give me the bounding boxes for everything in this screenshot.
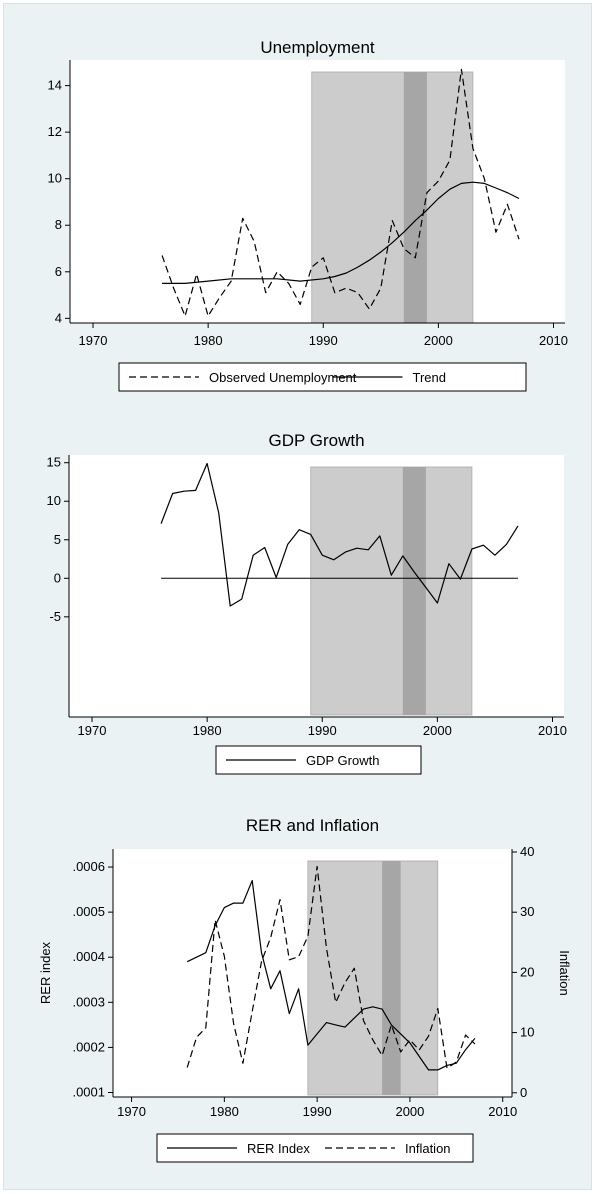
shaded-period-light — [311, 71, 474, 324]
y-tick-label: .0001 — [72, 1084, 105, 1099]
x-tick-label: 1970 — [79, 333, 108, 348]
y-tick-label: 12 — [48, 124, 62, 139]
y-tick-label: 5 — [54, 532, 61, 547]
legend-label: Trend — [413, 370, 446, 385]
shaded-period-light — [310, 466, 473, 716]
x-tick-label: 2010 — [488, 1104, 517, 1119]
y-tick-label: 10 — [47, 493, 61, 508]
y2-tick-label: 40 — [520, 844, 534, 859]
legend: GDP Growth — [215, 745, 422, 775]
y-tick-label: 6 — [55, 264, 62, 279]
legend-label: Inflation — [405, 1141, 451, 1156]
shaded-period-light — [307, 860, 439, 1096]
chart-2: 1970 1980 1990 2000 2010 -5 0 5 10 15 GDP Growth GD… — [47, 431, 567, 775]
x-tick-label: 1990 — [303, 1104, 332, 1119]
y2-tick-label: 0 — [520, 1085, 527, 1100]
series-line-1 — [161, 68, 520, 317]
series-line-2 — [186, 865, 476, 1069]
y2-tick-label: 30 — [520, 904, 534, 919]
chart-1: 1970 1980 1990 2000 2010 4 6 8 10 12 14 Unemploymen… — [48, 38, 568, 392]
legend: RER Index Inflation — [156, 1133, 474, 1163]
series-line-1 — [160, 462, 519, 607]
y-tick-label: 8 — [55, 217, 62, 232]
y2-tick-label: 20 — [520, 964, 534, 979]
x-tick-label: 1970 — [117, 1104, 146, 1119]
series-line-1 — [186, 879, 476, 1071]
y-tick-label: 15 — [47, 455, 61, 470]
y-tick-label: 0 — [54, 570, 61, 585]
y2-tick-label: 10 — [520, 1025, 534, 1040]
x-tick-label: 1980 — [210, 1104, 239, 1119]
x-tick-label: 2000 — [424, 333, 453, 348]
y2-axis-title: Inflation — [557, 950, 572, 996]
x-tick-label: 1970 — [78, 723, 107, 738]
y-tick-label: -5 — [49, 609, 61, 624]
legend-label: Observed Unemployment — [209, 370, 357, 385]
x-tick-label: 2000 — [423, 723, 452, 738]
chart-title: GDP Growth — [268, 431, 364, 450]
chart-3: 1970 1980 1990 2000 2010.0001.0002.0003.0004… — [38, 816, 572, 1163]
y-tick-label: .0005 — [72, 904, 105, 919]
chart-title: RER and Inflation — [246, 816, 379, 835]
x-tick-label: 1980 — [194, 333, 223, 348]
y-axis-title: RER index — [38, 941, 53, 1004]
legend-label: RER Index — [247, 1141, 310, 1156]
y-tick-label: 14 — [48, 78, 62, 93]
x-tick-label: 2000 — [395, 1104, 424, 1119]
y-tick-label: 4 — [55, 310, 62, 325]
y-tick-label: .0003 — [72, 994, 105, 1009]
x-tick-label: 1990 — [308, 723, 337, 738]
legend: Observed Unemployment Trend — [118, 362, 527, 392]
shaded-period-dark — [382, 861, 401, 1095]
y-tick-label: .0004 — [72, 949, 105, 964]
x-tick-label: 1980 — [193, 723, 222, 738]
x-tick-label: 2010 — [538, 723, 567, 738]
y-tick-label: .0002 — [72, 1039, 105, 1054]
x-tick-label: 2010 — [539, 333, 568, 348]
x-tick-label: 1990 — [309, 333, 338, 348]
series-line-2 — [162, 181, 520, 284]
y-tick-label: .0006 — [72, 859, 105, 874]
legend-label: GDP Growth — [306, 753, 379, 768]
y-tick-label: 10 — [48, 171, 62, 186]
chart-title: Unemployment — [260, 38, 375, 57]
shaded-period-dark — [403, 72, 427, 323]
shaded-period-dark — [402, 467, 426, 715]
